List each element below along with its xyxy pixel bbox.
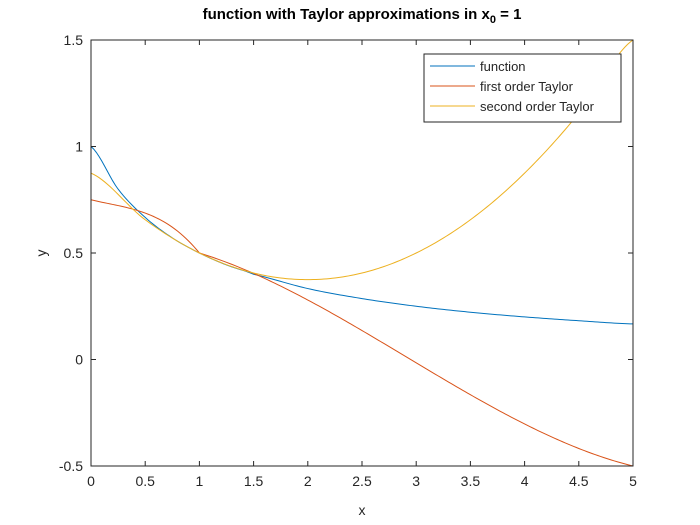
x-tick-label: 4.5 [569, 473, 589, 489]
chart-title-subscript: 0 [489, 14, 496, 26]
x-tick-label: 4 [521, 473, 529, 489]
x-tick-label: 0.5 [135, 473, 155, 489]
x-axis-label: x [359, 502, 366, 518]
y-axis-label: y [33, 250, 49, 257]
axes-layer: 0 0.5 1 1.5 2 2.5 3 3.5 4 4.5 5-0.500.511.5 [59, 32, 637, 489]
x-tick-label: 5 [629, 473, 637, 489]
legend-label-function: function [480, 59, 526, 74]
x-tick-label: 2.5 [352, 473, 372, 489]
chart-title-main: function with Taylor approximations in x [202, 6, 490, 23]
y-tick-label: 0.5 [64, 245, 84, 261]
x-tick-label: 0 [87, 473, 95, 489]
legend: function first order Taylor second order T… [423, 53, 622, 123]
x-tick-label: 3.5 [461, 473, 481, 489]
x-tick-label: 2 [304, 473, 312, 489]
chart-title: function with Taylor approximations in x… [91, 6, 633, 26]
y-tick-label: 1 [75, 139, 83, 155]
x-tick-label: 1.5 [244, 473, 264, 489]
legend-label-second-order-taylor: second order Taylor [480, 99, 595, 114]
x-tick-label: 1 [196, 473, 204, 489]
y-tick-label: 1.5 [64, 32, 84, 48]
series-line-first-order-taylor [90, 199, 634, 467]
y-tick-label: -0.5 [59, 458, 83, 474]
legend-label-first-order-taylor: first order Taylor [480, 79, 574, 94]
x-tick-label: 3 [412, 473, 420, 489]
series-layer [90, 39, 634, 467]
chart-title-suffix: = 1 [495, 6, 522, 23]
legend-box [423, 53, 622, 123]
y-tick-label: 0 [75, 352, 83, 368]
series-line-second-order-taylor [90, 39, 634, 281]
